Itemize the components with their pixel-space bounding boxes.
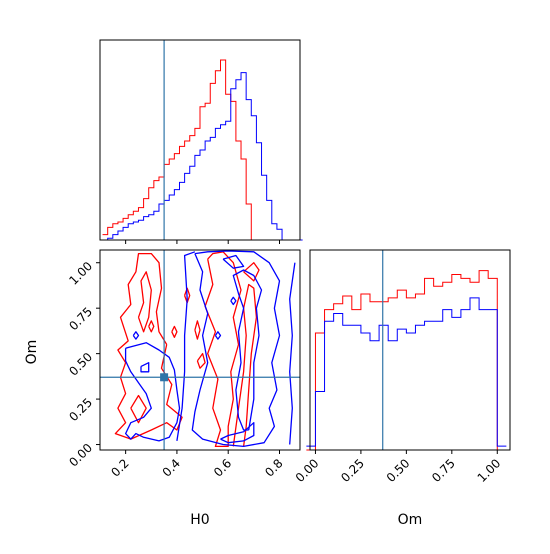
contour-frame: [99, 249, 301, 451]
y-tick-label: 0.50: [66, 350, 95, 379]
y-axis-label: Om: [24, 340, 40, 365]
om-histogram-red: [306, 270, 507, 451]
y-tick-label: 1.00: [66, 259, 95, 288]
contour-blue-14: [176, 251, 196, 442]
contour-blue-18: [132, 331, 140, 340]
contour-red-9: [196, 352, 206, 369]
om-histogram-panel: 0.00 0.25 0.50 0.75 1.00 Om: [293, 249, 511, 528]
y-tick-label: 0.75: [66, 304, 95, 333]
om-tick-label: 0.50: [384, 456, 413, 485]
contour-red-7: [194, 320, 201, 340]
y-tick-label: 0.25: [66, 395, 95, 424]
om-histogram-blue: [306, 297, 507, 447]
contour-red-10: [171, 325, 178, 338]
om-tick-label: 0.25: [338, 456, 367, 485]
contour-red-1: [137, 271, 152, 333]
contour-red-8: [148, 320, 155, 333]
contour-blue-15: [220, 422, 255, 444]
om-tick-label: 0.75: [429, 456, 458, 485]
contour-red-4: [232, 283, 258, 447]
x-tick-label: 0.4: [160, 456, 183, 479]
truth-marker: [160, 373, 169, 382]
contour-red-3: [204, 251, 242, 448]
x-tick-label: 0.2: [108, 456, 131, 479]
contour-blue-20: [140, 362, 150, 373]
x-tick-label: 0.6: [211, 456, 234, 479]
contour-red-5: [243, 262, 260, 282]
h0-om-contour-panel: 0.2 0.4 0.6 0.8 0.00 0.25 0.50 0.75 1.00 H0 Om: [24, 249, 301, 528]
contour-blue-13: [232, 269, 263, 431]
h0-histogram-red: [102, 59, 303, 241]
contour-blue-16: [289, 262, 296, 445]
h0-histogram-frame: [99, 39, 301, 241]
contour-blue-17: [222, 254, 245, 269]
om-histogram-frame: [309, 249, 511, 451]
contour-blue-19: [214, 331, 222, 340]
contour-blue-11: [124, 342, 181, 442]
h0-histogram-blue: [102, 72, 303, 241]
contour-blue-21: [230, 296, 237, 306]
x-tick-label: 0.8: [262, 456, 285, 479]
contour-blue-12: [191, 250, 281, 448]
x-axis-label: H0: [190, 512, 209, 528]
y-tick-label: 0.00: [66, 441, 95, 470]
contour-red-2: [130, 394, 147, 424]
om-tick-label: 0.00: [293, 456, 322, 485]
om-axis-label: Om: [398, 512, 423, 528]
h0-histogram-panel: [99, 39, 303, 244]
om-tick-label: 1.00: [475, 456, 504, 485]
